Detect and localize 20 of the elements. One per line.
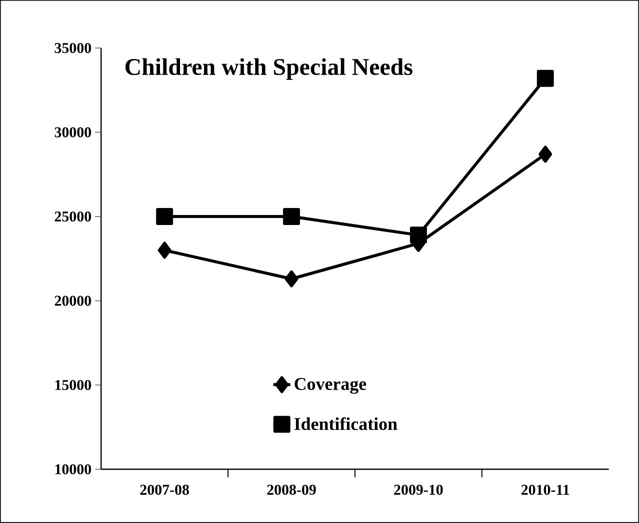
point <box>410 226 427 244</box>
point <box>538 146 552 163</box>
point <box>536 70 554 87</box>
x-tick-label: 2008-09 <box>267 484 316 495</box>
point <box>158 242 172 259</box>
point <box>283 208 300 226</box>
legend-label: Identification <box>294 417 398 430</box>
x-tick-label: 2007-08 <box>140 484 189 495</box>
legend-label: Coverage <box>294 378 366 394</box>
x-tick-label: 2009-10 <box>394 484 443 495</box>
point <box>284 270 298 288</box>
y-tick-label: 15000 <box>55 380 92 390</box>
y-tick-label: 30000 <box>54 127 92 138</box>
y-tick-label: 35000 <box>54 43 92 54</box>
y-tick-label: 20000 <box>54 296 92 306</box>
point <box>156 208 174 226</box>
y-tick-label: 25000 <box>54 211 92 222</box>
chart-title: Children with Special Needs <box>125 58 412 80</box>
x-tick-label: 2010-11 <box>521 484 570 495</box>
y-tick-label: 10000 <box>55 464 92 474</box>
